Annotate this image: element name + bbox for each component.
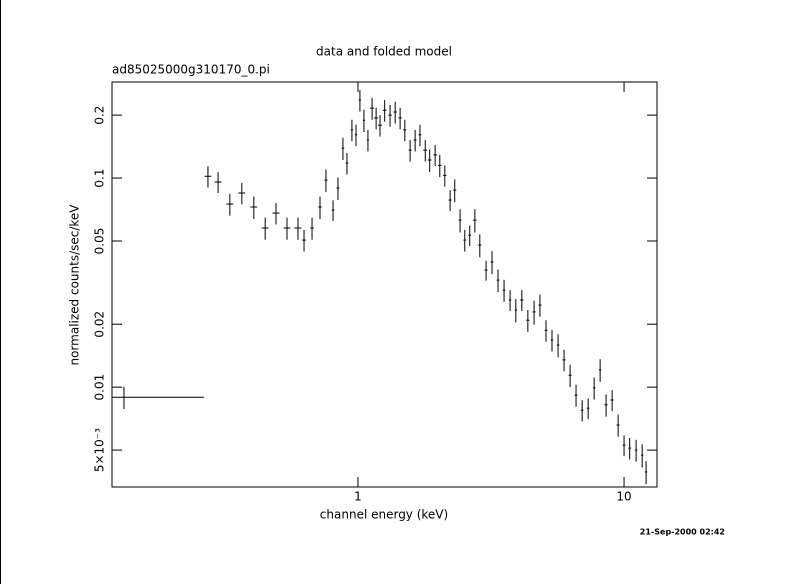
y-axis-label: normalized counts/sec/keV (68, 204, 82, 366)
timestamp: 21-Sep-2000 02:42 (640, 528, 725, 537)
x-tick-label: 1 (354, 490, 362, 504)
y-tick-label: 5×10⁻³ (93, 428, 107, 472)
y-tick-label: 0.2 (93, 106, 107, 125)
y-tick-label: 0.01 (93, 374, 107, 401)
x-tick-label: 10 (616, 490, 631, 504)
y-tick-label: 0.02 (93, 311, 107, 338)
data-points (112, 89, 648, 485)
plot-frame (111, 81, 658, 488)
chart-subtitle: ad85025000g310170_0.pi (112, 63, 270, 77)
y-tick-label: 0.05 (93, 228, 107, 255)
x-axis-label: channel energy (keV) (320, 508, 448, 522)
chart-title: data and folded model (316, 45, 452, 59)
y-tick-label: 0.1 (93, 169, 107, 188)
